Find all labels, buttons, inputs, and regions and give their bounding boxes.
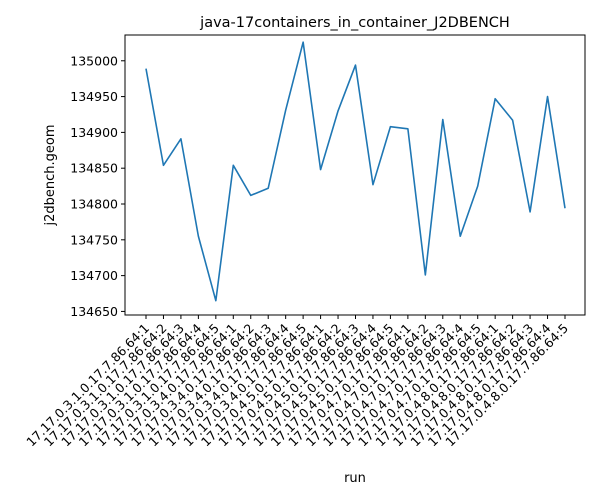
x-axis-label: run: [344, 471, 366, 486]
y-tick-label: 134900: [70, 125, 118, 140]
plot-area: [145, 41, 566, 302]
y-tick-label: 134700: [70, 268, 118, 283]
y-tick-label: 134850: [70, 161, 118, 176]
y-tick-label: 134950: [70, 89, 118, 104]
y-axis-label: j2dbench.geom: [43, 124, 58, 226]
chart-title: java-17containers_in_container_J2DBENCH: [199, 15, 510, 31]
y-tick-label: 134800: [70, 197, 118, 212]
y-tick-label: 135000: [70, 53, 118, 68]
plot-frame: [124, 34, 586, 316]
y-tick-label: 134750: [70, 232, 118, 247]
y-axis: 134650 134700 134750 134800 134850 134900 1349…: [70, 53, 125, 319]
y-tick-label: 134650: [70, 304, 118, 319]
